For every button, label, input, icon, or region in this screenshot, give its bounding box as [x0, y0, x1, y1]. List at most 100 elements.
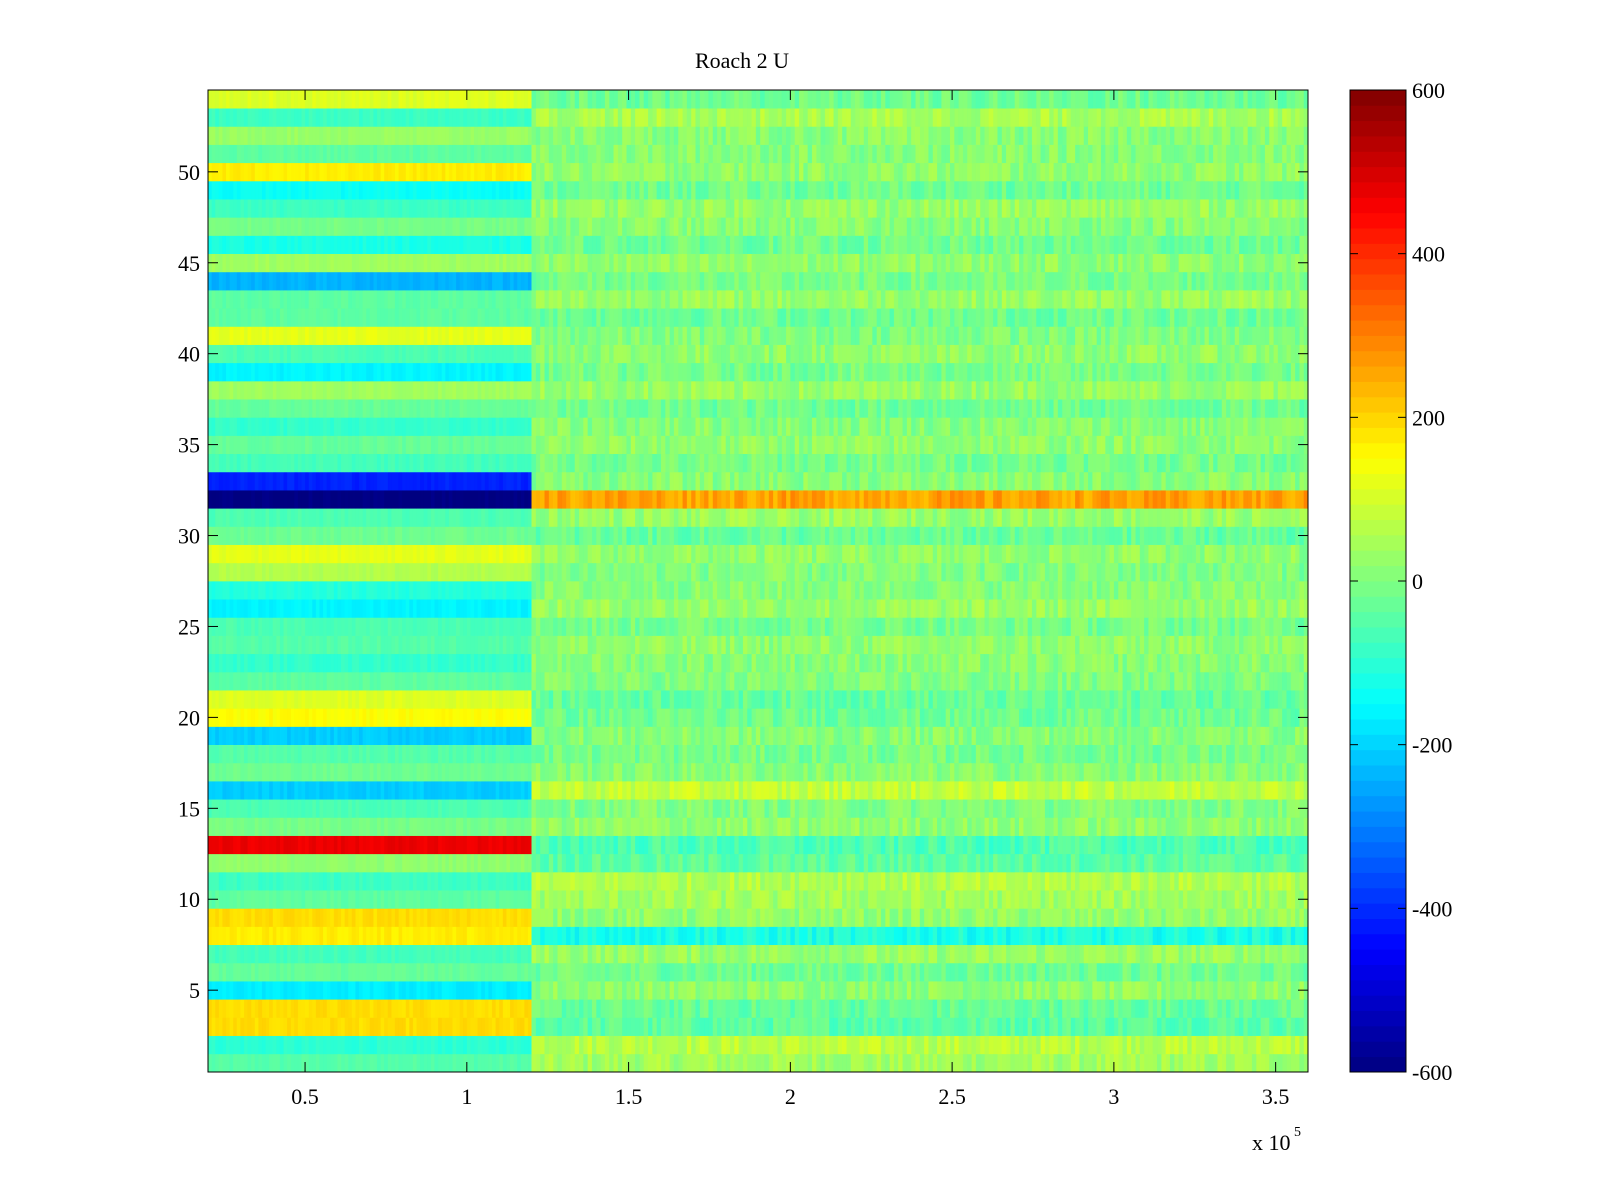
heat-texture-stripe: [1040, 999, 1046, 1018]
heat-texture-stripe: [609, 999, 614, 1018]
heat-texture-stripe: [305, 981, 309, 1000]
heat-texture-stripe: [344, 726, 349, 745]
heat-texture-stripe: [1036, 762, 1041, 782]
heat-texture-stripe: [988, 799, 994, 818]
heat-texture-stripe: [587, 799, 593, 818]
heat-texture-stripe: [416, 853, 421, 873]
heat-texture-stripe: [509, 962, 514, 982]
heat-texture-stripe: [251, 1035, 256, 1055]
heat-texture-stripe: [557, 799, 563, 818]
heat-texture-stripe: [287, 981, 291, 1000]
heat-texture-stripe: [1195, 908, 1201, 927]
heat-texture-stripe: [622, 781, 627, 800]
heat-texture-stripe: [1001, 835, 1007, 855]
heat-texture-stripe: [721, 1017, 726, 1036]
heat-texture-stripe: [811, 908, 817, 927]
heat-texture-stripe: [570, 1035, 575, 1055]
heat-texture-stripe: [566, 726, 571, 745]
heat-texture-stripe: [301, 835, 306, 855]
heat-texture-stripe: [301, 944, 306, 964]
heat-texture-stripe: [438, 926, 442, 946]
heat-texture-stripe: [1200, 853, 1205, 873]
heat-texture-stripe: [949, 1035, 955, 1055]
heat-texture-stripe: [630, 744, 636, 764]
heat-texture-stripe: [1264, 1053, 1270, 1073]
heat-texture-stripe: [283, 981, 288, 1000]
heat-texture-stripe: [842, 817, 847, 836]
heat-texture-stripe: [648, 944, 653, 964]
heat-texture-stripe: [1113, 835, 1119, 855]
heat-texture-stripe: [222, 853, 227, 873]
heat-texture-stripe: [499, 890, 504, 909]
heat-texture-stripe: [734, 962, 739, 982]
heat-texture-stripe: [466, 781, 471, 800]
heat-texture-stripe: [656, 999, 662, 1018]
heat-texture-stripe: [1014, 962, 1020, 982]
heat-texture-stripe: [1174, 799, 1179, 818]
heat-texture-stripe: [499, 926, 504, 946]
heat-texture-stripe: [570, 799, 575, 818]
heat-texture-stripe: [1088, 981, 1093, 1000]
heat-texture-stripe: [842, 981, 847, 1000]
heat-texture-stripe: [924, 871, 929, 891]
heat-texture-stripe: [988, 1017, 994, 1036]
heat-texture-stripe: [1282, 944, 1287, 964]
heat-texture-stripe: [1290, 853, 1296, 873]
heat-texture-stripe: [225, 981, 230, 1000]
heat-texture-stripe: [305, 962, 309, 982]
heat-texture-stripe: [1282, 853, 1287, 873]
heat-texture-stripe: [1010, 762, 1015, 782]
heat-texture-stripe: [1057, 999, 1063, 1018]
heat-texture-stripe: [980, 853, 985, 873]
heat-texture-stripe: [630, 871, 636, 891]
heat-texture-stripe: [553, 926, 558, 946]
heat-texture-stripe: [811, 926, 817, 946]
heat-texture-stripe: [1113, 762, 1119, 782]
heat-texture-stripe: [578, 999, 584, 1018]
heat-texture-stripe: [398, 1035, 403, 1055]
heat-texture-stripe: [258, 926, 263, 946]
heat-texture-stripe: [1208, 981, 1214, 1000]
heat-texture-stripe: [326, 853, 331, 873]
heat-texture-stripe: [1070, 944, 1076, 964]
heat-texture-stripe: [215, 1017, 220, 1036]
heat-texture-stripe: [1014, 926, 1020, 946]
heat-texture-stripe: [682, 781, 688, 800]
heat-texture-stripe: [1178, 1035, 1184, 1055]
heat-texture-stripe: [448, 1053, 453, 1073]
heat-texture-stripe: [1152, 1017, 1158, 1036]
heat-texture-stripe: [233, 999, 238, 1018]
heat-texture-stripe: [945, 853, 951, 873]
heat-texture-stripe: [1208, 744, 1214, 764]
heat-texture-stripe: [639, 871, 644, 891]
heat-texture-stripe: [531, 744, 537, 764]
heat-texture-stripe: [481, 744, 486, 764]
heat-texture-stripe: [495, 1035, 500, 1055]
heat-texture-stripe: [1169, 817, 1175, 836]
heat-texture-stripe: [445, 981, 450, 1000]
heat-texture-stripe: [863, 871, 869, 891]
heat-texture-stripe: [1006, 835, 1011, 855]
heat-texture-stripe: [570, 781, 575, 800]
heat-texture-stripe: [686, 799, 692, 818]
heat-texture-stripe: [898, 762, 903, 782]
heat-texture-stripe: [578, 762, 584, 782]
heat-texture-stripe: [1139, 853, 1145, 873]
heat-texture-stripe: [915, 871, 921, 891]
heat-texture-stripe: [544, 1053, 550, 1073]
heat-texture-stripe: [1290, 999, 1296, 1018]
heat-texture-stripe: [1243, 926, 1248, 946]
heat-texture-stripe: [1113, 1017, 1119, 1036]
heat-texture-stripe: [337, 781, 342, 800]
heat-texture-stripe: [218, 944, 223, 964]
heat-texture-stripe: [513, 1035, 518, 1055]
heat-texture-stripe: [872, 871, 877, 891]
heat-texture-stripe: [954, 944, 959, 964]
heat-texture-stripe: [477, 999, 482, 1018]
heat-texture-stripe: [561, 1053, 567, 1073]
heat-texture-stripe: [1135, 762, 1141, 782]
heat-texture-stripe: [1139, 908, 1145, 927]
heat-texture-stripe: [919, 1035, 925, 1055]
heat-texture-stripe: [751, 853, 757, 873]
heat-texture-stripe: [1251, 981, 1257, 1000]
